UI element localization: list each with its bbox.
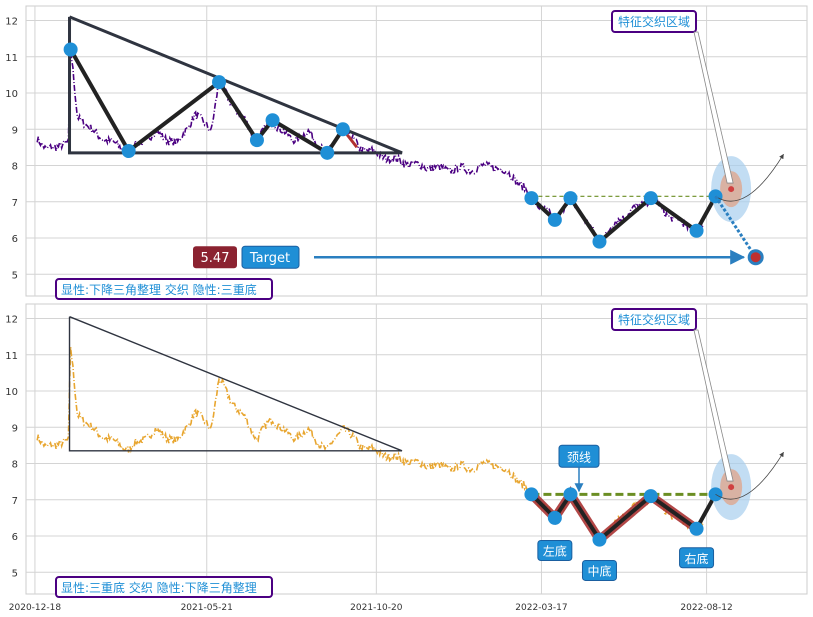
target-marker-inner xyxy=(750,252,761,263)
bottom-marker xyxy=(524,487,539,502)
bottom-marker xyxy=(689,223,704,238)
triangle-pattern xyxy=(68,316,403,452)
bottom-label-box xyxy=(537,540,573,561)
bottom-label: 左底 xyxy=(543,544,567,559)
bottom-marker xyxy=(592,532,607,547)
x-tick-label: 2022-08-12 xyxy=(680,603,732,613)
bottom-marker xyxy=(643,191,658,206)
pattern-summary-box xyxy=(55,576,273,598)
y-tick-label: 8 xyxy=(12,162,18,173)
pivot-marker xyxy=(63,42,78,57)
pivot-marker xyxy=(265,113,280,128)
x-tick-label: 2021-05-21 xyxy=(181,603,233,613)
pattern-summary-text: 显性:下降三角整理 交织 隐性:三重底 xyxy=(61,282,257,297)
y-tick-label: 5 xyxy=(12,270,18,281)
feature-zone-pointer xyxy=(693,329,734,482)
y-tick-label: 12 xyxy=(5,17,18,28)
pivot-marker xyxy=(212,75,227,90)
target-value-box xyxy=(193,246,237,269)
y-tick-label: 6 xyxy=(12,532,18,543)
y-tick-label: 11 xyxy=(5,351,18,362)
y-tick-label: 10 xyxy=(5,387,18,398)
bottom-marker xyxy=(689,521,704,536)
bottom-label: 中底 xyxy=(587,563,611,578)
y-tick-label: 7 xyxy=(12,198,18,209)
plot-area xyxy=(25,5,808,297)
feature-zone-pointer xyxy=(693,31,734,184)
bottom-marker xyxy=(547,212,562,227)
y-tick-label: 10 xyxy=(5,89,18,100)
y-tick-label: 6 xyxy=(12,234,18,245)
feature-zone-label: 特征交织区域 xyxy=(618,14,690,29)
target-projection xyxy=(714,195,757,259)
bottom-marker xyxy=(592,234,607,249)
projection-arrow xyxy=(715,451,784,500)
x-tick-label: 2022-03-17 xyxy=(515,603,567,613)
bottom-label-box xyxy=(581,559,617,581)
target-name-label: Target xyxy=(249,251,290,266)
pattern-summary-box xyxy=(55,278,273,300)
triangle-pattern xyxy=(68,15,403,155)
neckline-label: 颈线 xyxy=(567,450,591,464)
y-tick-label: 11 xyxy=(5,53,18,64)
projection-arrow xyxy=(715,153,784,202)
bottom-marker xyxy=(643,489,658,504)
y-tick-label: 9 xyxy=(12,423,18,434)
y-tick-label: 8 xyxy=(12,460,18,471)
pivot-marker xyxy=(320,145,335,160)
pivot-marker xyxy=(335,122,350,137)
y-tick-label: 7 xyxy=(12,496,18,507)
bottom-marker xyxy=(563,191,578,206)
bottom-marker xyxy=(524,191,539,206)
target-name-box xyxy=(241,245,300,269)
bottom-marker xyxy=(547,510,562,525)
feature-zone-center xyxy=(728,186,735,193)
x-tick-label: 2021-10-20 xyxy=(350,603,403,613)
y-tick-label: 5 xyxy=(12,568,18,579)
feature-zone-center xyxy=(728,484,735,491)
y-tick-label: 9 xyxy=(12,125,18,136)
feature-zone-label-box xyxy=(611,10,697,33)
y-tick-label: 12 xyxy=(5,315,18,326)
bottom-label: 右底 xyxy=(685,551,709,566)
bottom-label-box xyxy=(679,547,715,569)
pivot-marker xyxy=(249,133,264,148)
pattern-summary-text: 显性:三重底 交织 隐性:下降三角整理 xyxy=(61,580,257,595)
feature-zone-label: 特征交织区域 xyxy=(618,312,690,327)
pivot-marker xyxy=(121,144,136,158)
feature-zone-label-box xyxy=(611,308,697,331)
target-value-label: 5.47 xyxy=(201,251,230,266)
bottom-marker xyxy=(563,487,578,502)
x-tick-label: 2020-12-18 xyxy=(9,603,62,613)
